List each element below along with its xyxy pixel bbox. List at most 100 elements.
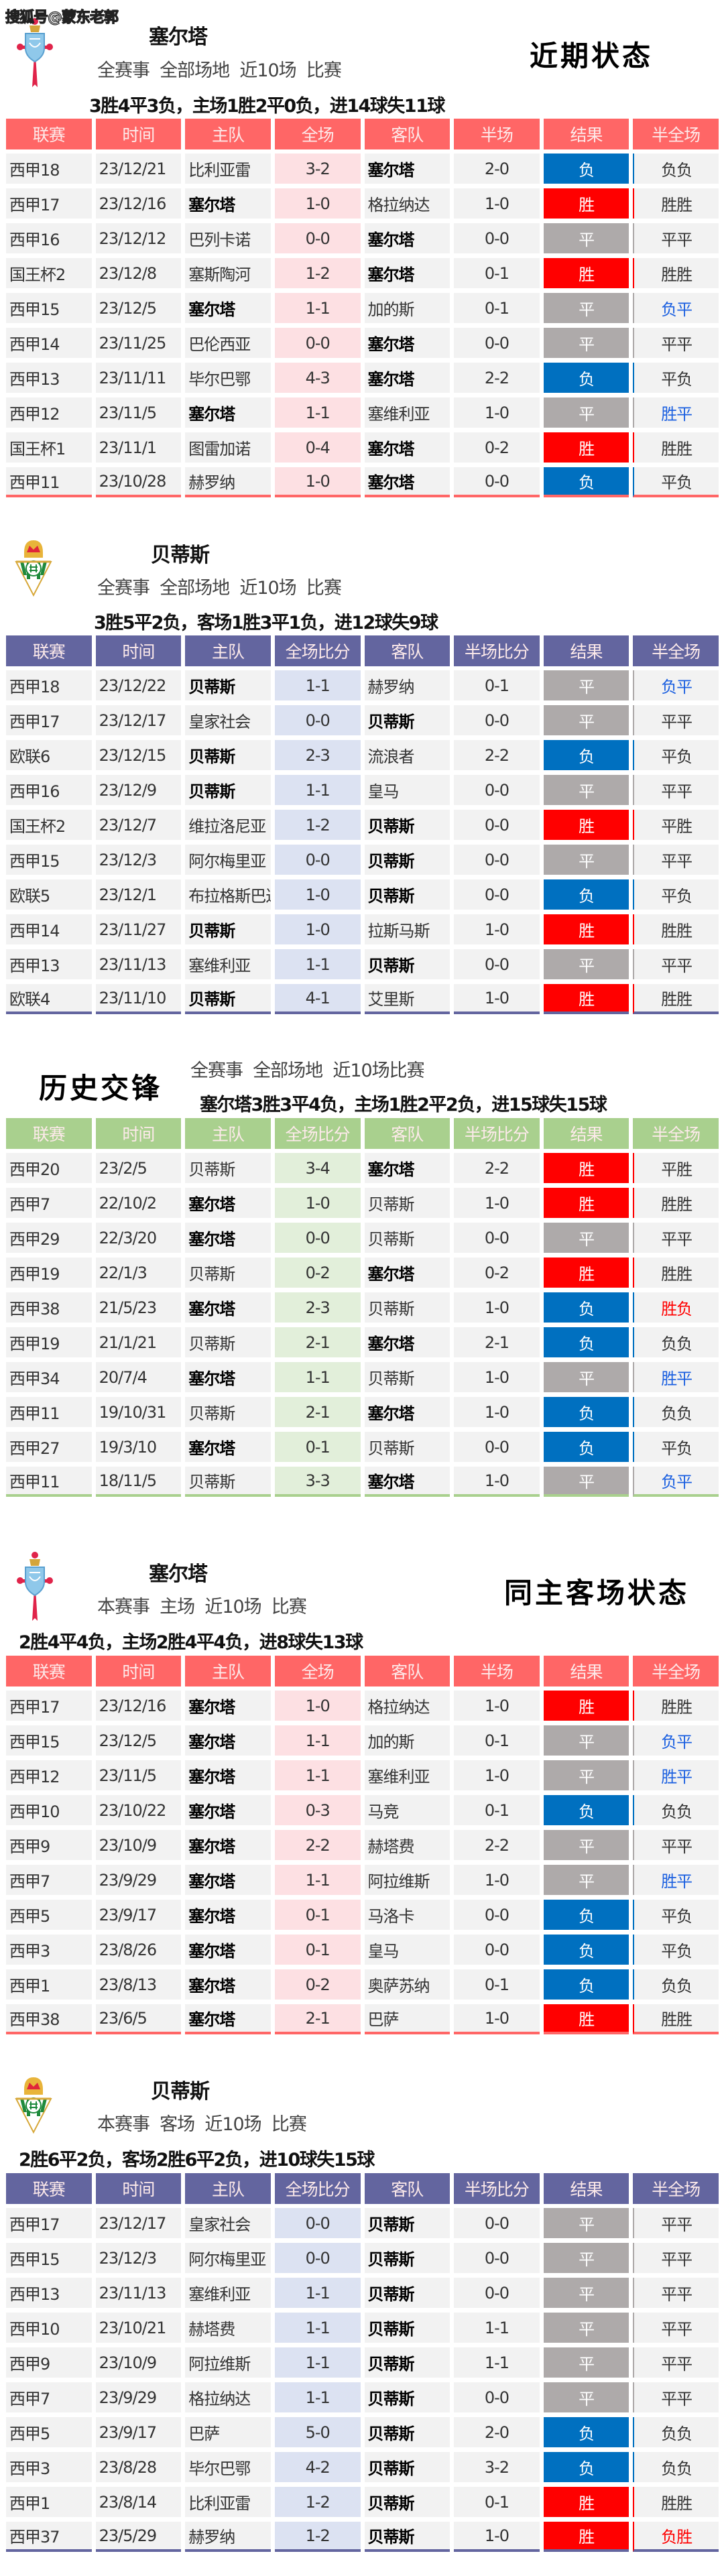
cell-full-score: 1-1 bbox=[274, 2278, 361, 2308]
filter-text: 全赛事 全部场地 近10场比赛 bbox=[190, 1060, 425, 1081]
cell-half-score: 2-0 bbox=[454, 2417, 540, 2447]
cell-half-full: 平平 bbox=[633, 2243, 719, 2273]
cell-full-score: 2-2 bbox=[274, 1830, 361, 1860]
filter-text: 全赛事 全部场地 近10场 比赛 bbox=[97, 578, 342, 599]
cell-league: 西甲7 bbox=[6, 1865, 92, 1895]
cell-result: 胜 bbox=[543, 810, 629, 840]
cell-home-team: 布拉格斯巴达 bbox=[185, 879, 271, 910]
cell-away-team: 塞尔塔 bbox=[364, 1153, 450, 1183]
cell-date: 23/10/28 bbox=[95, 467, 182, 497]
cell-half-score: 1-0 bbox=[454, 1467, 540, 1497]
cell-half-score: 1-0 bbox=[454, 1292, 540, 1323]
cell-half-score: 0-0 bbox=[454, 775, 540, 805]
cell-home-team: 阿尔梅里亚 bbox=[185, 845, 271, 875]
cell-result: 平 bbox=[543, 1830, 629, 1860]
cell-date: 18/11/5 bbox=[95, 1467, 182, 1497]
column-header-date: 时间 bbox=[95, 2173, 182, 2204]
cell-full-score: 2-3 bbox=[274, 740, 361, 770]
cell-date: 23/12/3 bbox=[95, 845, 182, 875]
cell-half-score: 0-0 bbox=[454, 705, 540, 735]
cell-date: 19/3/10 bbox=[95, 1432, 182, 1462]
cell-date: 23/9/29 bbox=[95, 2382, 182, 2412]
column-header-home-team: 主队 bbox=[185, 1118, 271, 1149]
cell-home-team: 贝蒂斯 bbox=[185, 775, 271, 805]
cell-full-score: 3-2 bbox=[274, 154, 361, 184]
cell-away-team: 塞尔塔 bbox=[364, 432, 450, 463]
table-row: 西甲5 23/9/17 巴萨 5-0 贝蒂斯 2-0 负负负 bbox=[6, 2417, 719, 2447]
cell-half-score: 0-0 bbox=[454, 1900, 540, 1930]
cell-half-score: 0-0 bbox=[454, 879, 540, 910]
cell-full-score: 0-0 bbox=[274, 705, 361, 735]
cell-result: 负 bbox=[543, 1935, 629, 1965]
cell-league: 国王杯1 bbox=[6, 432, 92, 463]
summary-text: 3胜5平2负，客场1胜3平1负，进12球失9球 bbox=[94, 613, 438, 633]
cell-full-score: 1-1 bbox=[274, 775, 361, 805]
table-row: 西甲13 23/11/13 塞维利亚 1-1 贝蒂斯 0-0 平平平 bbox=[6, 2278, 719, 2308]
table-header: 联赛 时间 主队 全场比分 客队 半场比分 结果 半全场 bbox=[6, 1118, 719, 1149]
table-row: 西甲38 21/5/23 塞尔塔 2-3 贝蒂斯 1-0 负胜负 bbox=[6, 1292, 719, 1323]
cell-home-team: 赫罗纳 bbox=[185, 2522, 271, 2552]
cell-date: 23/10/22 bbox=[95, 1795, 182, 1825]
cell-half-score: 2-2 bbox=[454, 363, 540, 393]
cell-league: 西甲5 bbox=[6, 1900, 92, 1930]
cell-away-team: 塞尔塔 bbox=[364, 1397, 450, 1427]
cell-home-team: 维拉洛尼亚 bbox=[185, 810, 271, 840]
cell-full-score: 1-1 bbox=[274, 949, 361, 979]
cell-half-full: 平胜 bbox=[633, 1153, 719, 1183]
cell-league: 西甲3 bbox=[6, 1935, 92, 1965]
cell-half-full: 平负 bbox=[633, 467, 719, 497]
cell-half-score: 1-0 bbox=[454, 188, 540, 219]
cell-date: 23/2/5 bbox=[95, 1153, 182, 1183]
cell-league: 西甲29 bbox=[6, 1223, 92, 1253]
cell-away-team: 贝蒂斯 bbox=[364, 2278, 450, 2308]
cell-league: 西甲1 bbox=[6, 1969, 92, 2000]
cell-half-full: 胜胜 bbox=[633, 1188, 719, 1218]
cell-result: 平 bbox=[543, 2382, 629, 2412]
cell-half-full: 平平 bbox=[633, 328, 719, 358]
cell-result: 负 bbox=[543, 363, 629, 393]
column-header-home-team: 主队 bbox=[185, 635, 271, 666]
cell-date: 23/12/1 bbox=[95, 879, 182, 910]
cell-half-full: 胜胜 bbox=[633, 188, 719, 219]
table-row: 西甲7 23/9/29 格拉纳达 1-1 贝蒂斯 0-0 平平平 bbox=[6, 2382, 719, 2412]
cell-result: 胜 bbox=[543, 2004, 629, 2034]
column-header-half-score: 半场比分 bbox=[454, 2173, 540, 2204]
cell-result: 平 bbox=[543, 397, 629, 428]
cell-half-score: 0-0 bbox=[454, 2382, 540, 2412]
cell-away-team: 贝蒂斯 bbox=[364, 845, 450, 875]
cell-league: 西甲18 bbox=[6, 154, 92, 184]
cell-away-team: 塞尔塔 bbox=[364, 1467, 450, 1497]
table-row: 西甲10 23/10/21 赫塔费 1-1 贝蒂斯 1-1 平平平 bbox=[6, 2313, 719, 2343]
cell-result: 胜 bbox=[543, 914, 629, 944]
cell-half-full: 平负 bbox=[633, 740, 719, 770]
cell-away-team: 加的斯 bbox=[364, 293, 450, 323]
cell-half-full: 胜胜 bbox=[633, 2004, 719, 2034]
column-header-home-team: 主队 bbox=[185, 2173, 271, 2204]
cell-half-score: 0-1 bbox=[454, 293, 540, 323]
cell-league: 西甲27 bbox=[6, 1432, 92, 1462]
cell-league: 西甲15 bbox=[6, 2243, 92, 2273]
cell-half-full: 平负 bbox=[633, 1900, 719, 1930]
cell-home-team: 塞尔塔 bbox=[185, 1935, 271, 1965]
cell-full-score: 1-1 bbox=[274, 397, 361, 428]
cell-away-team: 贝蒂斯 bbox=[364, 2522, 450, 2552]
cell-half-score: 0-2 bbox=[454, 432, 540, 463]
match-table: 联赛 时间 主队 全场比分 客队 半场比分 结果 半全场 西甲17 23/12/17 皇家社会 0-0… bbox=[6, 2173, 719, 2552]
cell-full-score: 0-0 bbox=[274, 2243, 361, 2273]
cell-half-score: 1-0 bbox=[454, 914, 540, 944]
cell-half-full: 负负 bbox=[633, 1795, 719, 1825]
cell-date: 23/12/12 bbox=[95, 223, 182, 253]
cell-league: 西甲14 bbox=[6, 914, 92, 944]
column-header-away-team: 客队 bbox=[364, 1656, 450, 1686]
cell-date: 23/12/21 bbox=[95, 154, 182, 184]
table-row: 国王杯2 23/12/7 维拉洛尼亚 1-2 贝蒂斯 0-0 胜平胜 bbox=[6, 810, 719, 840]
table-header: 联赛 时间 主队 全场比分 客队 半场比分 结果 半全场 bbox=[6, 635, 719, 666]
cell-full-score: 0-4 bbox=[274, 432, 361, 463]
column-header-date: 时间 bbox=[95, 635, 182, 666]
column-header-full-score: 全场比分 bbox=[274, 635, 361, 666]
cell-date: 23/12/22 bbox=[95, 670, 182, 700]
cell-away-team: 塞尔塔 bbox=[364, 1258, 450, 1288]
cell-league: 西甲17 bbox=[6, 188, 92, 219]
cell-league: 西甲15 bbox=[6, 293, 92, 323]
section-heading: 历史交锋 bbox=[39, 1072, 163, 1105]
